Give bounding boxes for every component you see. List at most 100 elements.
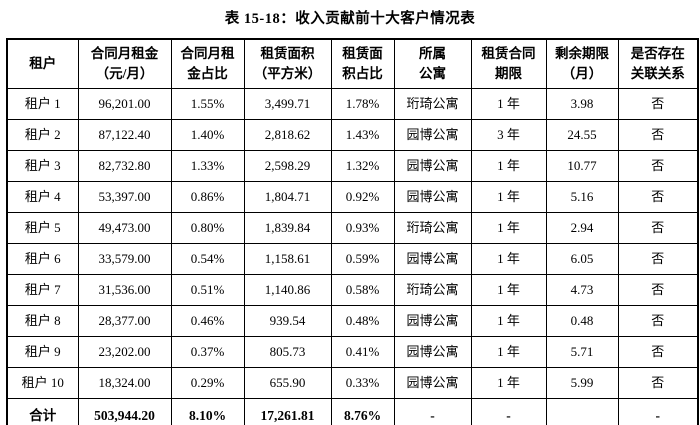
- table-cell: 0.58%: [330, 274, 395, 306]
- table-cell: 23,202.00: [77, 336, 172, 368]
- table-cell: 8.10%: [170, 398, 245, 425]
- table-cell: 17,261.81: [243, 398, 332, 425]
- table-cell: 珩琦公寓: [393, 212, 472, 244]
- table-cell: 否: [617, 336, 699, 368]
- table-row: 租户 4 53,397.00 0.86% 1,804.71 0.92% 园博公寓 1 年 5.…: [6, 181, 699, 213]
- table-cell: 3 年: [470, 119, 547, 151]
- table-cell: 87,122.40: [77, 119, 172, 151]
- table-cell: 3.98: [545, 88, 619, 120]
- table-cell: 租户 8: [6, 305, 79, 337]
- table-cell: -: [470, 398, 547, 425]
- table-cell: 否: [617, 119, 699, 151]
- table-cell: 0.80%: [170, 212, 245, 244]
- table-row: 租户 1 96,201.00 1.55% 3,499.71 1.78% 珩琦公寓 1 年 3.…: [6, 88, 699, 120]
- table-row: 租户 8 28,377.00 0.46% 939.54 0.48% 园博公寓 1 年 0.48…: [6, 305, 699, 337]
- table-cell: 租户 6: [6, 243, 79, 275]
- table-cell: 3,499.71: [243, 88, 332, 120]
- table-cell: 0.92%: [330, 181, 395, 213]
- table-header: 租户 合同月租金 （元/月） 合同月租 金占比 租赁面积 （平方米） 租赁面 积…: [6, 38, 699, 89]
- table-cell: 82,732.80: [77, 150, 172, 182]
- table-cell: 1 年: [470, 212, 547, 244]
- table-cell: 0.48%: [330, 305, 395, 337]
- table-cell: 49,473.00: [77, 212, 172, 244]
- table-row: 租户 3 82,732.80 1.33% 2,598.29 1.32% 园博公寓 1 年 10…: [6, 150, 699, 182]
- table-cell: 0.33%: [330, 367, 395, 399]
- table-cell: 0.54%: [170, 243, 245, 275]
- table-cell: 939.54: [243, 305, 332, 337]
- header-lease-term: 租赁合同 期限: [470, 38, 547, 89]
- table-title: 表 15-18：收入贡献前十大客户情况表: [224, 11, 476, 27]
- table-cell: 珩琦公寓: [393, 274, 472, 306]
- table-cell: 园博公寓: [393, 367, 472, 399]
- table-cell: 园博公寓: [393, 119, 472, 151]
- top-customers-table: 租户 合同月租金 （元/月） 合同月租 金占比 租赁面积 （平方米） 租赁面 积…: [6, 38, 699, 425]
- table-cell: 1 年: [470, 274, 547, 306]
- table-cell: 1 年: [470, 243, 547, 275]
- table-cell: 53,397.00: [77, 181, 172, 213]
- table-cell: 805.73: [243, 336, 332, 368]
- table-cell: 0.37%: [170, 336, 245, 368]
- table-cell: 655.90: [243, 367, 332, 399]
- header-apartment: 所属 公寓: [393, 38, 472, 89]
- table-row: 租户 6 33,579.00 0.54% 1,158.61 0.59% 园博公寓 1 年 6.…: [6, 243, 699, 275]
- table-cell: 6.05: [545, 243, 619, 275]
- table-cell: 1.33%: [170, 150, 245, 182]
- table-cell: 合计: [6, 398, 79, 425]
- table-cell: 1,158.61: [243, 243, 332, 275]
- table-cell: 1 年: [470, 88, 547, 120]
- table-cell: 园博公寓: [393, 305, 472, 337]
- table-cell: 租户 5: [6, 212, 79, 244]
- table-cell: 5.16: [545, 181, 619, 213]
- table-cell: 1 年: [470, 150, 547, 182]
- header-tenant: 租户: [6, 38, 79, 89]
- table-cell: 0.41%: [330, 336, 395, 368]
- table-cell: 1 年: [470, 367, 547, 399]
- table-cell: 31,536.00: [77, 274, 172, 306]
- table-cell: 24.55: [545, 119, 619, 151]
- table-cell: 租户 1: [6, 88, 79, 120]
- table-cell: 4.73: [545, 274, 619, 306]
- table-cell: [545, 398, 619, 425]
- table-cell: 租户 2: [6, 119, 79, 151]
- table-cell: 2,818.62: [243, 119, 332, 151]
- table-row: 租户 9 23,202.00 0.37% 805.73 0.41% 园博公寓 1 年 5.71…: [6, 336, 699, 368]
- table-cell: 园博公寓: [393, 150, 472, 182]
- table-cell: 园博公寓: [393, 336, 472, 368]
- table-cell: 租户 4: [6, 181, 79, 213]
- table-cell: 1.43%: [330, 119, 395, 151]
- table-cell: 租户 9: [6, 336, 79, 368]
- table-cell: 0.29%: [170, 367, 245, 399]
- table-cell: 1.40%: [170, 119, 245, 151]
- table-cell: 1.78%: [330, 88, 395, 120]
- table-cell: 0.86%: [170, 181, 245, 213]
- table-cell: 否: [617, 274, 699, 306]
- table-cell: -: [617, 398, 699, 425]
- table-cell: 8.76%: [330, 398, 395, 425]
- table-cell: 0.59%: [330, 243, 395, 275]
- table-cell: 1 年: [470, 336, 547, 368]
- table-cell: 租户 10: [6, 367, 79, 399]
- table-cell: -: [393, 398, 472, 425]
- table-cell: 否: [617, 150, 699, 182]
- table-cell: 1,804.71: [243, 181, 332, 213]
- table-cell: 0.46%: [170, 305, 245, 337]
- table-cell: 2.94: [545, 212, 619, 244]
- table-row: 租户 2 87,122.40 1.40% 2,818.62 1.43% 园博公寓 3 年 24…: [6, 119, 699, 151]
- table-cell: 1.32%: [330, 150, 395, 182]
- header-remaining-months: 剩余期限 （月）: [545, 38, 619, 89]
- table-row: 租户 10 18,324.00 0.29% 655.90 0.33% 园博公寓 1 年 5.9…: [6, 367, 699, 399]
- table-cell: 园博公寓: [393, 243, 472, 275]
- table-cell: 否: [617, 305, 699, 337]
- header-leased-area: 租赁面积 （平方米）: [243, 38, 332, 89]
- table-cell: 否: [617, 243, 699, 275]
- table-cell: 否: [617, 88, 699, 120]
- table-cell: 2,598.29: [243, 150, 332, 182]
- table-cell: 503,944.20: [77, 398, 172, 425]
- table-cell: 18,324.00: [77, 367, 172, 399]
- table-cell: 1.55%: [170, 88, 245, 120]
- table-cell: 10.77: [545, 150, 619, 182]
- table-cell: 租户 3: [6, 150, 79, 182]
- table-cell: 0.51%: [170, 274, 245, 306]
- table-cell: 否: [617, 212, 699, 244]
